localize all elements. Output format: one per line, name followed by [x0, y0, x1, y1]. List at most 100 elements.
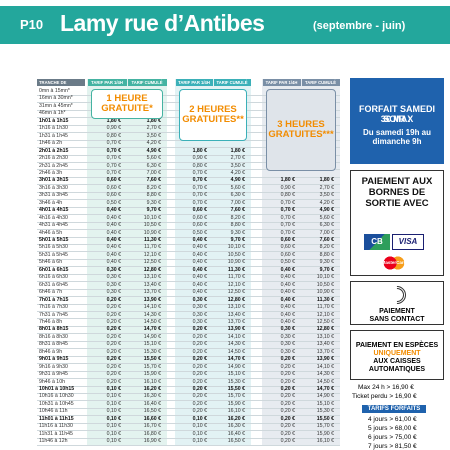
- quarter-price: 0,50 €: [192, 229, 207, 236]
- duration-label: 0mn à 15mn*: [39, 88, 70, 94]
- cumulative-price: 8,20 €: [146, 184, 161, 191]
- forfaits-title: TARIFS FORFAITS: [362, 405, 426, 413]
- quarter-price: 0,30 €: [106, 274, 121, 281]
- column-header: TARIF PAR 1/4H: [175, 79, 213, 86]
- quarter-price: 0,40 €: [192, 251, 207, 258]
- forfait-item: 6 jours > 75,00 €: [368, 434, 417, 441]
- duration-label: 3h16 à 3h30: [39, 184, 68, 191]
- cumulative-price: 2,70 €: [319, 184, 334, 191]
- duration-label: 8h16 à 8h30: [39, 333, 68, 340]
- card-logo: MasterCard: [378, 255, 410, 271]
- duration-label: 7h01 à 7h15: [39, 296, 69, 303]
- quarter-price: 0,90 €: [192, 155, 207, 162]
- cumulative-price: 7,00 €: [319, 229, 334, 236]
- duration-label: 10h01 à 10h15: [39, 386, 75, 392]
- quarter-price: 0,40 €: [280, 296, 295, 303]
- duration-label: 4h01 à 4h15: [39, 207, 69, 214]
- row-rule: [37, 370, 340, 372]
- quarter-price: 0,70 €: [192, 177, 207, 184]
- card-logo: VISA: [392, 234, 424, 250]
- max-price: Max 24 h > 16,90 €: [358, 384, 414, 391]
- quarter-price: 0,50 €: [106, 199, 121, 206]
- quarter-price: 0,10 €: [192, 430, 207, 437]
- duration-label: 9h01 à 9h15: [39, 356, 69, 363]
- quarter-price: 0,20 €: [280, 415, 295, 422]
- cumulative-price: 15,10 €: [316, 400, 334, 407]
- header-band: [0, 6, 450, 44]
- quarter-price: 0,20 €: [192, 378, 207, 385]
- quarter-price: 0,10 €: [106, 386, 121, 392]
- cumulative-price: 14,10 €: [143, 304, 161, 311]
- cumulative-price: 13,10 €: [316, 333, 334, 340]
- quarter-price: 0,20 €: [280, 378, 295, 385]
- cumulative-price: 16,90 €: [143, 438, 161, 445]
- cumulative-price: 8,20 €: [319, 244, 334, 251]
- cumulative-price: 13,70 €: [227, 318, 245, 325]
- quarter-price: 0,70 €: [106, 147, 121, 154]
- cumulative-price: 13,90 €: [227, 326, 245, 333]
- row-rule: [37, 266, 340, 267]
- cumulative-price: 14,50 €: [143, 318, 161, 325]
- cumulative-price: 7,60 €: [146, 177, 161, 184]
- duration-label: 11h16 à 11h30: [39, 423, 73, 430]
- row-rule: [37, 162, 340, 163]
- quarter-price: 0,90 €: [106, 125, 121, 132]
- cumulative-price: 15,30 €: [316, 408, 334, 415]
- duration-label: 5h46 à 6h: [39, 259, 63, 266]
- duration-label: 9h31 à 9h45: [39, 371, 68, 378]
- card-title: PAIEMENT AUX BORNES DE SORTIE AVEC: [361, 176, 433, 209]
- cash-box: [350, 330, 444, 380]
- quarter-price: 0,40 €: [106, 229, 121, 236]
- row-rule: [37, 303, 340, 305]
- quarter-price: 0,40 €: [106, 222, 121, 229]
- quarter-price: 0,20 €: [106, 341, 121, 348]
- quarter-price: 0,80 €: [280, 192, 295, 199]
- quarter-price: 0,40 €: [192, 237, 207, 243]
- cumulative-price: 15,50 €: [227, 386, 245, 392]
- quarter-price: 0,20 €: [280, 393, 295, 400]
- cumulative-price: 16,80 €: [143, 430, 161, 437]
- cumulative-price: 16,10 €: [143, 378, 161, 385]
- cumulative-price: 9,30 €: [319, 259, 334, 266]
- forfait-item: 7 jours > 81,50 €: [368, 443, 417, 450]
- cumulative-price: 14,50 €: [316, 378, 334, 385]
- row-rule: [37, 169, 340, 170]
- row-rule: [37, 355, 340, 357]
- quarter-price: 0,70 €: [192, 184, 207, 191]
- duration-label: 1h01 à 1h15: [39, 117, 69, 124]
- quarter-price: 0,30 €: [280, 348, 295, 355]
- duration-label: 5h31 à 5h45: [39, 251, 68, 258]
- quarter-price: 0,20 €: [106, 333, 121, 340]
- duration-label: 2h16 à 2h30: [39, 155, 68, 162]
- quarter-price: 1,80 €: [280, 177, 295, 184]
- quarter-price: 0,70 €: [192, 169, 207, 176]
- cumulative-price: 16,50 €: [227, 438, 245, 445]
- quarter-price: 0,20 €: [192, 371, 207, 378]
- cumulative-price: 14,90 €: [143, 333, 161, 340]
- free-period-box: 2 HEURES GRATUITES**: [179, 89, 247, 141]
- cumulative-price: 16,40 €: [227, 430, 245, 437]
- contactless-box: [350, 281, 444, 325]
- cumulative-price: 4,20 €: [146, 140, 161, 147]
- row-rule: [37, 236, 340, 237]
- cumulative-price: 14,90 €: [227, 363, 245, 370]
- row-rule: [37, 184, 340, 185]
- row-rule: [37, 199, 340, 200]
- quarter-price: 0,70 €: [106, 155, 121, 162]
- row-rule: [37, 318, 340, 319]
- row-rule: [37, 273, 340, 275]
- cumulative-price: 14,10 €: [227, 333, 245, 340]
- quarter-price: 0,40 €: [280, 311, 295, 318]
- cumulative-price: 16,10 €: [316, 438, 334, 445]
- quarter-price: 0,20 €: [280, 356, 295, 363]
- cumulative-price: 11,70 €: [144, 244, 161, 251]
- free-period-box: 1 HEURE GRATUITE*: [91, 89, 163, 119]
- cumulative-price: 13,70 €: [143, 289, 161, 296]
- cumulative-price: 9,70 €: [230, 237, 245, 243]
- quarter-price: 0,20 €: [192, 326, 207, 333]
- quarter-price: 0,20 €: [106, 363, 121, 370]
- row-rule: [37, 407, 340, 409]
- cumulative-price: 12,50 €: [316, 318, 334, 325]
- quarter-price: 0,40 €: [106, 251, 121, 258]
- cumulative-price: 13,70 €: [316, 348, 334, 355]
